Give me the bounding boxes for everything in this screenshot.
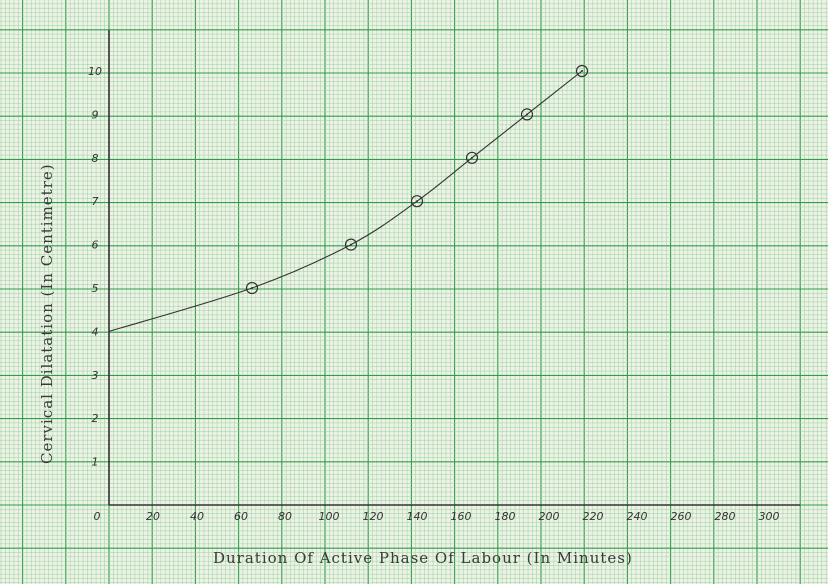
x-tick-label: 20 xyxy=(146,510,160,523)
x-tick-label: 40 xyxy=(190,510,204,523)
data-point-marker xyxy=(520,108,534,121)
x-tick-label: 120 xyxy=(363,510,384,523)
data-point-dot xyxy=(416,200,418,203)
data-point-dot xyxy=(581,70,583,72)
x-tick-label: 200 xyxy=(539,510,560,523)
y-tick-label: 10 xyxy=(88,65,102,78)
y-tick-label: 5 xyxy=(92,282,99,295)
data-point-marker xyxy=(465,151,479,164)
y-tick-label: 6 xyxy=(92,239,99,252)
data-point-marker xyxy=(410,195,424,208)
x-tick-label: 280 xyxy=(715,510,736,523)
x-tick-label: 260 xyxy=(671,510,692,523)
x-axis-ticks: 0 20 40 60 80 100 120 140 160 180 200 220 240 260 280 3… xyxy=(94,510,780,523)
x-axis-title: Duration Of Active Phase Of Labour (In M… xyxy=(213,549,633,567)
data-point-dot xyxy=(350,243,352,246)
data-point-dot xyxy=(251,287,253,289)
x-tick-label: 60 xyxy=(234,510,248,523)
y-tick-label: 1 xyxy=(92,456,99,469)
x-tick-label: 220 xyxy=(583,510,604,523)
data-point-marker xyxy=(245,281,259,295)
y-tick-label: 3 xyxy=(92,369,99,382)
x-tick-label: 240 xyxy=(627,510,648,523)
y-axis-title: Cervical Dilatation (In Centimetre) xyxy=(38,163,56,464)
x-tick-label: 160 xyxy=(451,510,472,523)
x-tick-label: 180 xyxy=(495,510,516,523)
y-tick-label: 7 xyxy=(92,195,99,208)
y-axis-ticks: 1 2 3 4 5 6 7 8 9 10 xyxy=(88,65,102,469)
y-tick-label: 2 xyxy=(92,412,99,425)
data-point-marker xyxy=(575,64,589,78)
x-tick-label: 100 xyxy=(319,510,340,523)
chart-axes xyxy=(108,30,800,506)
data-point-marker xyxy=(344,238,358,251)
x-tick-label: 300 xyxy=(759,510,780,523)
x-tick-label: 140 xyxy=(407,510,428,523)
x-tick-label: 0 xyxy=(94,510,101,523)
series-line xyxy=(108,70,583,332)
y-tick-label: 8 xyxy=(92,152,99,165)
y-tick-label: 9 xyxy=(92,108,99,121)
data-point-dot xyxy=(526,113,528,116)
data-point-dot xyxy=(471,156,473,159)
y-tick-label: 4 xyxy=(92,325,99,338)
x-tick-label: 80 xyxy=(278,510,292,523)
dilatation-series xyxy=(108,64,589,332)
